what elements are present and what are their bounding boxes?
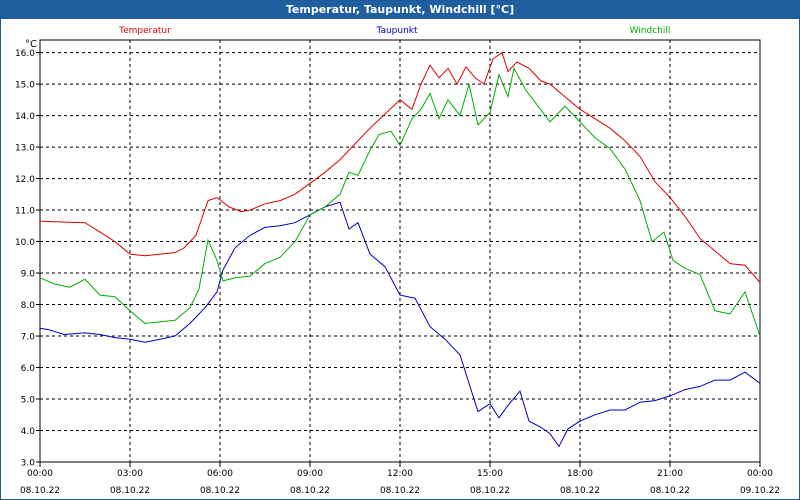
y-axis: 16.0 15.0 14.0 13.0 12.0 11.0 10.0 9.0 8.0 7.0 6.0… (15, 49, 40, 469)
grid-lines (40, 40, 760, 463)
y-tick-label: 14.0 (15, 112, 35, 122)
legend-entry-taupunkt: Taupunkt (375, 26, 418, 36)
y-tick-label: 3.0 (21, 459, 36, 469)
legend-entry-temperatur: Temperatur (118, 26, 171, 36)
y-tick-label: 13.0 (15, 144, 35, 154)
y-tick-label: 12.0 (15, 175, 35, 185)
y-tick-label: 15.0 (15, 81, 35, 91)
x-tick-time: 00:00 (27, 469, 53, 479)
x-tick-time: 15:00 (477, 469, 503, 479)
legend: Temperatur Taupunkt Windchill (118, 26, 670, 36)
x-tick-time: 06:00 (207, 469, 233, 479)
x-tick-date: 08.10.22 (380, 486, 420, 496)
y-tick-label: 8.0 (21, 301, 36, 311)
x-tick-time: 00:00 (747, 469, 773, 479)
series-line-windchill (39, 66, 761, 337)
y-tick-label: 6.0 (21, 364, 36, 374)
x-tick-date: 08.10.22 (650, 486, 690, 496)
chart-title: Temperatur, Taupunkt, Windchill [°C] (1, 1, 799, 19)
x-tick-date: 08.10.22 (560, 486, 600, 496)
x-tick-time: 03:00 (117, 469, 143, 479)
x-axis: 00:00 08.10.22 03:00 08.10.22 06:00 08.10.22 0… (20, 462, 780, 496)
series-line-taupunkt (39, 201, 761, 448)
y-tick-label: 7.0 (21, 333, 36, 343)
x-tick-date: 08.10.22 (200, 486, 240, 496)
x-tick-date: 09.10.22 (740, 486, 780, 496)
x-tick-date: 08.10.22 (470, 486, 510, 496)
y-axis-unit: °C (25, 39, 37, 50)
y-tick-label: 11.0 (15, 207, 35, 217)
x-tick-date: 08.10.22 (110, 486, 150, 496)
y-tick-label: 9.0 (21, 270, 36, 280)
y-tick-label: 10.0 (15, 238, 35, 248)
y-tick-label: 16.0 (15, 49, 35, 59)
series-line-temperatur (39, 51, 761, 283)
x-tick-date: 08.10.22 (20, 486, 60, 496)
y-tick-label: 5.0 (21, 396, 36, 406)
x-tick-time: 09:00 (297, 469, 323, 479)
x-tick-time: 18:00 (567, 469, 593, 479)
legend-entry-windchill: Windchill (630, 26, 671, 36)
x-tick-time: 12:00 (387, 469, 413, 479)
y-tick-label: 4.0 (21, 427, 36, 437)
x-tick-date: 08.10.22 (290, 486, 330, 496)
x-tick-time: 21:00 (657, 469, 683, 479)
series-lines (39, 51, 761, 448)
